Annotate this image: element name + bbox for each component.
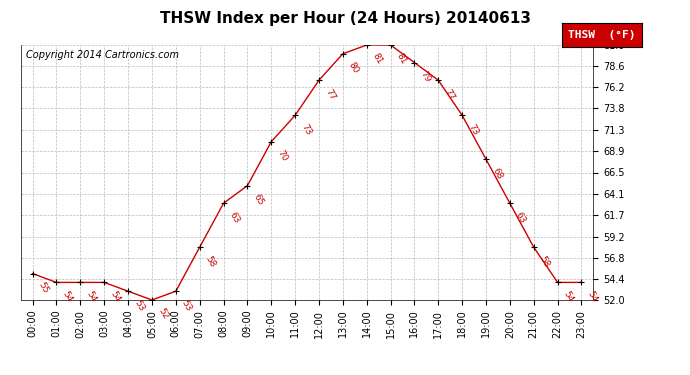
Text: 54: 54 (562, 290, 575, 304)
Text: 55: 55 (37, 280, 50, 295)
Text: 79: 79 (419, 69, 432, 84)
Text: 63: 63 (228, 210, 242, 225)
Text: 73: 73 (299, 122, 313, 137)
Text: 58: 58 (204, 254, 217, 268)
Text: 81: 81 (371, 52, 384, 66)
Text: 53: 53 (132, 298, 146, 313)
Text: 70: 70 (275, 148, 289, 163)
Text: 58: 58 (538, 254, 551, 268)
Text: 54: 54 (586, 290, 599, 304)
Text: THSW  (°F): THSW (°F) (569, 30, 635, 40)
Text: 54: 54 (84, 290, 98, 304)
Text: 81: 81 (395, 52, 408, 66)
Text: 54: 54 (108, 290, 122, 304)
Text: 77: 77 (323, 87, 337, 102)
Text: 53: 53 (180, 298, 193, 313)
Text: 80: 80 (347, 61, 361, 75)
Text: 54: 54 (61, 290, 74, 304)
Text: 68: 68 (490, 166, 504, 181)
Text: 52: 52 (156, 307, 170, 321)
Text: 63: 63 (514, 210, 528, 225)
Text: 65: 65 (252, 193, 265, 207)
Text: 73: 73 (466, 122, 480, 137)
Text: THSW Index per Hour (24 Hours) 20140613: THSW Index per Hour (24 Hours) 20140613 (159, 11, 531, 26)
Text: 77: 77 (442, 87, 456, 102)
Text: Copyright 2014 Cartronics.com: Copyright 2014 Cartronics.com (26, 50, 179, 60)
